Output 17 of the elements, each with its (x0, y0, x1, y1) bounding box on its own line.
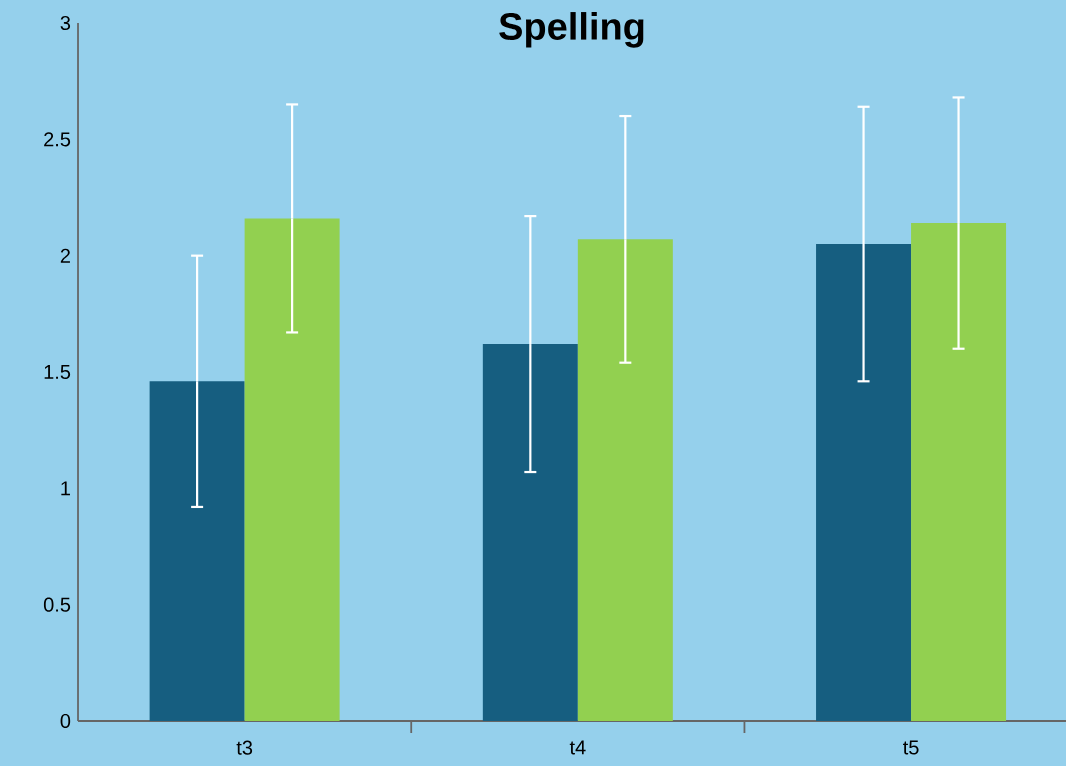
y-tick-label: 1 (61, 481, 70, 496)
bar (482, 344, 578, 721)
x-tick-label: t4 (569, 740, 586, 755)
chart-title: Spelling (499, 12, 644, 48)
bar (577, 239, 673, 721)
y-tick-label: 1.5 (44, 365, 71, 379)
y-tick-label: 3 (60, 15, 71, 31)
bar (244, 218, 340, 721)
bar (816, 244, 912, 721)
y-tick-label: 0 (60, 713, 71, 729)
y-tick-label: 2 (60, 248, 70, 263)
bar (149, 381, 245, 721)
x-tick-label: t5 (903, 740, 919, 755)
x-tick-label: t3 (236, 740, 253, 755)
y-tick-label: 0.5 (43, 597, 71, 612)
y-tick-label: 2.5 (44, 132, 71, 147)
bar (911, 223, 1007, 721)
